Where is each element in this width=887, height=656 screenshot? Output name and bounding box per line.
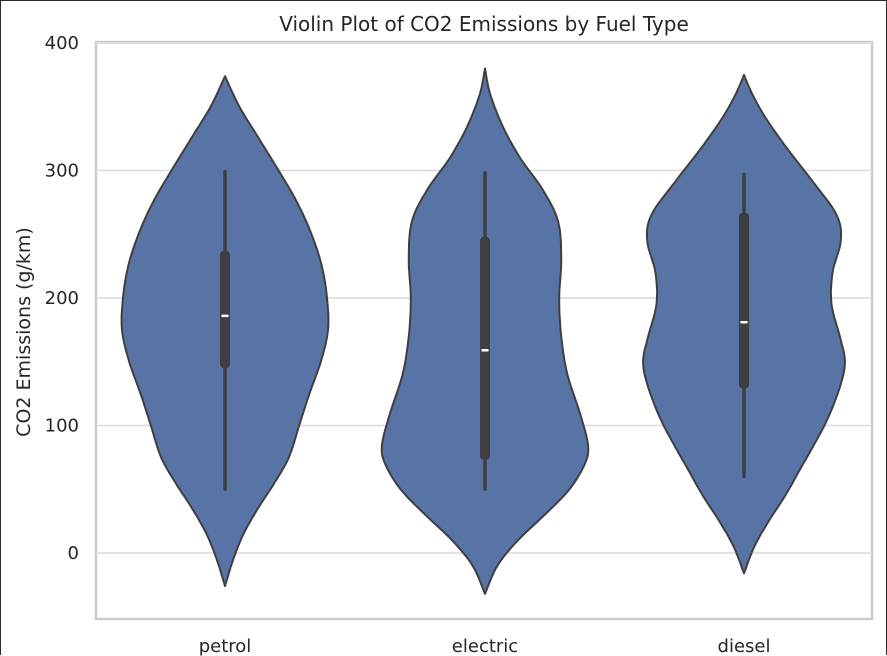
y-tick-label: 400	[45, 33, 79, 54]
violin-electric	[380, 67, 590, 595]
iqr-box	[739, 212, 749, 389]
x-tick-label: petrol	[199, 636, 252, 656]
y-tick-label: 100	[45, 416, 79, 437]
x-tick-label: diesel	[718, 636, 771, 656]
tick-labels: 0 100 200 300 400 petrol electric diesel	[45, 33, 771, 656]
violin-diesel	[642, 73, 846, 575]
violin-petrol	[120, 75, 330, 588]
violins	[120, 67, 846, 595]
x-tick-label: electric	[452, 636, 518, 656]
y-tick-label: 200	[45, 288, 79, 309]
y-tick-label: 300	[45, 161, 79, 182]
chart-title: Violin Plot of CO2 Emissions by Fuel Typ…	[279, 12, 689, 36]
iqr-box	[220, 250, 230, 369]
iqr-box	[480, 236, 490, 460]
y-tick-label: 0	[68, 543, 79, 564]
y-axis-label: CO2 Emissions (g/km)	[13, 227, 35, 437]
